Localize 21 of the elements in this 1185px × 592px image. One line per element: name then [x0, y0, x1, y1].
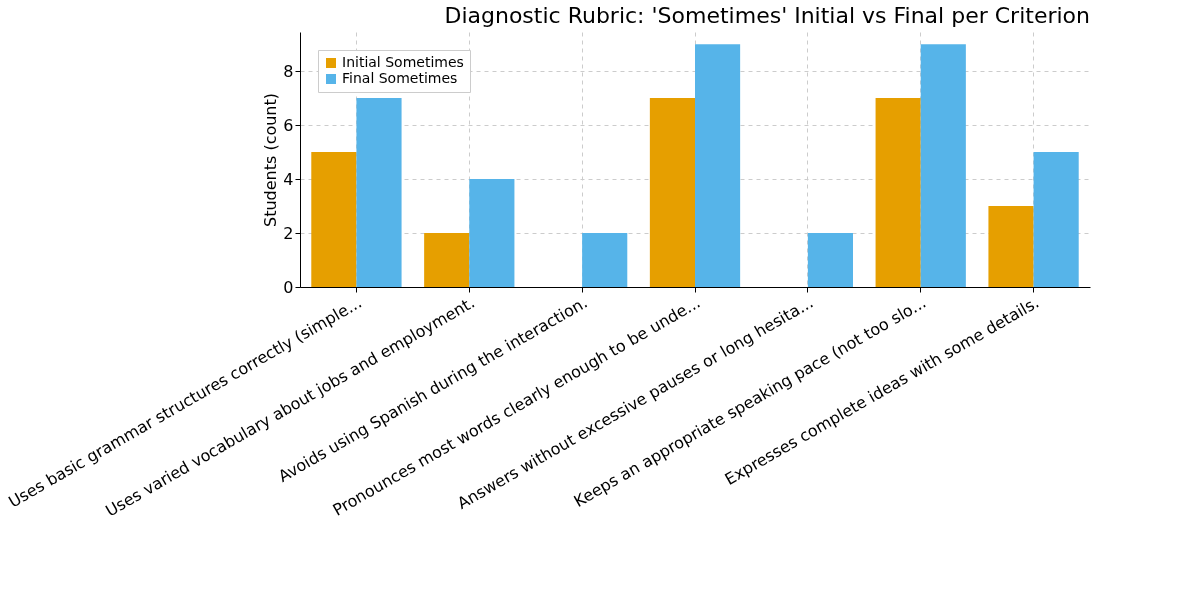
legend-label: Final Sometimes: [342, 70, 458, 86]
y-tick-label: 2: [283, 223, 294, 243]
bar: [649, 98, 695, 287]
bar: [807, 233, 853, 287]
bar: [582, 233, 628, 287]
y-tick-label: 4: [283, 169, 294, 189]
bar: [469, 179, 515, 287]
y-tick-label: 8: [283, 61, 294, 81]
bar: [424, 233, 470, 287]
bar: [920, 44, 966, 287]
bar: [356, 98, 402, 287]
bar: [1033, 152, 1079, 287]
bar: [988, 206, 1034, 287]
y-tick-label: 6: [283, 115, 294, 135]
chart-title: Diagnostic Rubric: 'Sometimes' Initial vs Final per Criterion: [444, 3, 1090, 28]
y-axis-title: Students (count): [261, 92, 281, 228]
legend-label: Initial Sometimes: [342, 54, 464, 70]
bar: [875, 98, 921, 287]
bar: [311, 152, 357, 287]
y-tick-label: 0: [283, 277, 294, 297]
bar: [695, 44, 741, 287]
